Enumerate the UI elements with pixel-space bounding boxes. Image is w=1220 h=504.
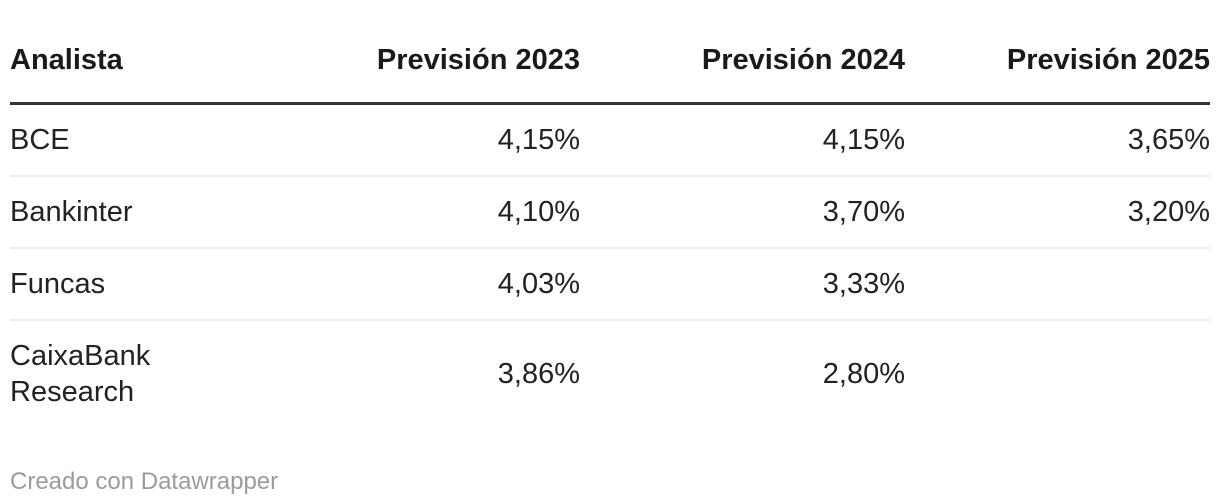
cell-prevision-2023: 4,03% [210, 248, 580, 321]
table-row-bankinter: Bankinter 4,10% 3,70% 3,20% [10, 176, 1210, 249]
datawrapper-attribution-link[interactable]: Creado con Datawrapper [10, 468, 279, 495]
cell-prevision-2024: 3,70% [580, 176, 905, 249]
cell-prevision-2024: 4,15% [580, 103, 905, 177]
column-header-prevision-2025: Previsión 2025 [905, 34, 1210, 105]
table-row-bce: BCE 4,15% 4,15% 3,65% [10, 103, 1210, 177]
cell-analista: BCE [10, 103, 210, 177]
column-header-prevision-2023: Previsión 2023 [210, 34, 580, 105]
cell-prevision-2025: 3,65% [905, 103, 1210, 177]
cell-prevision-2025 [905, 248, 1210, 321]
cell-prevision-2025 [905, 320, 1210, 427]
forecast-table: Analista Previsión 2023 Previsión 2024 P… [10, 34, 1210, 427]
cell-prevision-2025: 3,20% [905, 176, 1210, 249]
column-header-prevision-2024: Previsión 2024 [580, 34, 905, 105]
cell-prevision-2024: 3,33% [580, 248, 905, 321]
cell-analista: Funcas [10, 248, 210, 321]
cell-prevision-2023: 4,15% [210, 103, 580, 177]
chart-footer: Creado con Datawrapper [10, 467, 1210, 497]
column-header-analista: Analista [10, 34, 210, 105]
header-row: Analista Previsión 2023 Previsión 2024 P… [10, 34, 1210, 105]
table-row-funcas: Funcas 4,03% 3,33% [10, 248, 1210, 321]
cell-prevision-2023: 3,86% [497, 358, 580, 390]
cell-analista: CaixaBank Research [10, 340, 151, 408]
cell-prevision-2023: 4,10% [210, 176, 580, 249]
table-row-caixabank-research: CaixaBank Research 3,86% 2,80% [10, 320, 1210, 427]
cell-prevision-2024: 2,80% [822, 358, 905, 390]
cell-analista: Bankinter [10, 176, 210, 249]
